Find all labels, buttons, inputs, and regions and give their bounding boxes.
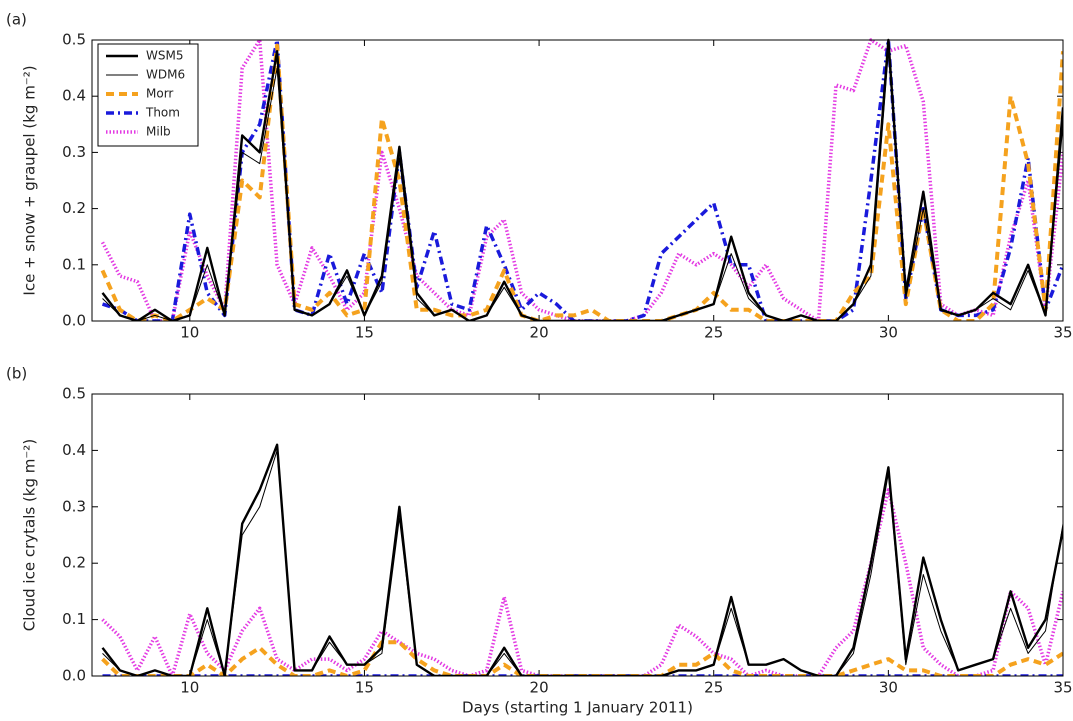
- plot-frame: [91, 39, 1064, 322]
- y-tick-label: 0.5: [62, 385, 86, 403]
- plot-frame: [91, 393, 1064, 677]
- y-tick-label: 0.0: [62, 667, 86, 685]
- series-line: [101, 443, 1063, 676]
- x-tick-label: 10: [180, 679, 199, 697]
- series-line: [100, 43, 1063, 321]
- x-tick-label: 15: [355, 679, 374, 697]
- y-axis-label: Cloud ice crytals (kg m⁻²): [21, 439, 39, 631]
- x-tick-label: 20: [530, 324, 549, 342]
- legend-label: WDM6: [146, 68, 185, 82]
- x-tick-label: 35: [1053, 679, 1072, 697]
- x-tick-label: 15: [355, 324, 374, 342]
- x-tick-label: 25: [704, 679, 723, 697]
- x-tick-label: 35: [1053, 324, 1072, 342]
- y-tick-label: 0.3: [62, 497, 86, 515]
- y-tick-label: 0.4: [62, 441, 86, 459]
- y-tick-label: 0.3: [62, 143, 86, 161]
- y-tick-label: 0.4: [62, 87, 86, 105]
- series-line: [100, 38, 1063, 321]
- x-tick-label: 30: [879, 324, 898, 342]
- series-line: [101, 640, 1063, 676]
- y-tick-label: 0.1: [62, 255, 86, 273]
- series-line: [101, 38, 1063, 321]
- legend-label: Thom: [145, 106, 180, 120]
- y-tick-label: 0.2: [62, 199, 86, 217]
- y-tick-label: 0.1: [62, 610, 86, 628]
- x-axis-label: Days (starting 1 January 2011): [462, 699, 693, 717]
- x-tick-label: 10: [180, 324, 199, 342]
- series-line: [101, 488, 1063, 676]
- legend-label: Milb: [146, 125, 171, 139]
- series-line: [102, 449, 1063, 676]
- y-tick-label: 0.0: [62, 312, 86, 330]
- panel-label: (b): [6, 365, 27, 383]
- x-tick-label: 25: [704, 324, 723, 342]
- x-tick-label: 20: [530, 679, 549, 697]
- legend-box: [97, 43, 199, 147]
- y-tick-label: 0.2: [62, 554, 86, 572]
- y-tick-label: 0.5: [62, 31, 86, 49]
- legend-label: WSM5: [146, 49, 183, 63]
- y-axis-label: Ice + snow + graupel (kg m⁻²): [21, 65, 39, 295]
- legend-label: Morr: [146, 87, 173, 101]
- series-line: [101, 38, 1063, 321]
- panel-label: (a): [6, 11, 27, 29]
- x-tick-label: 30: [879, 679, 898, 697]
